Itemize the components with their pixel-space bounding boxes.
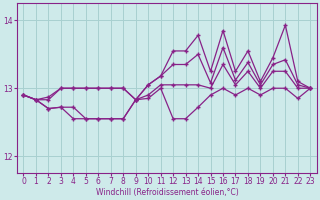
X-axis label: Windchill (Refroidissement éolien,°C): Windchill (Refroidissement éolien,°C): [96, 188, 238, 197]
